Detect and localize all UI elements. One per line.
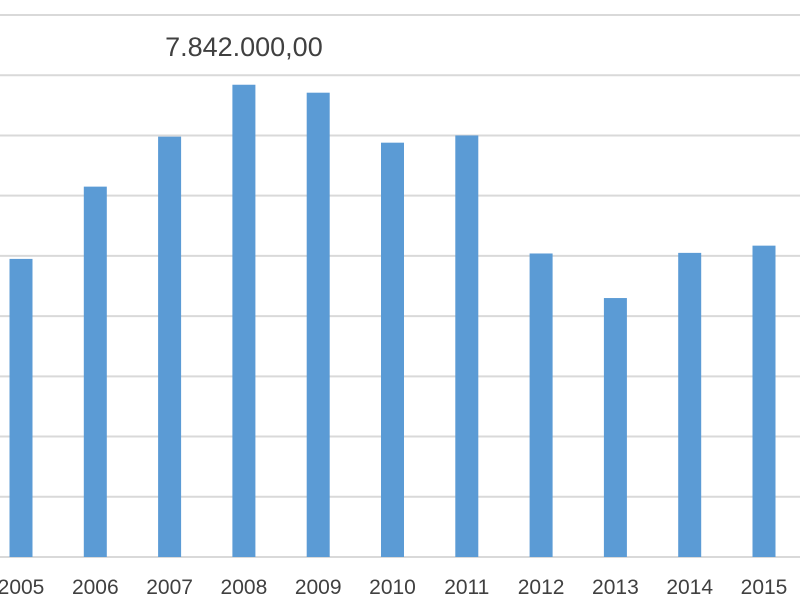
x-tick-label-2015: 2015 — [741, 576, 788, 599]
bar-2010 — [381, 142, 404, 557]
bar-2013 — [603, 298, 627, 557]
bar-2008 — [232, 84, 256, 557]
bar-2011 — [455, 135, 479, 557]
x-tick-label-2007: 2007 — [146, 576, 193, 599]
x-tick-label-2005: 2005 — [0, 576, 44, 599]
x-tick-label-2006: 2006 — [72, 576, 119, 599]
x-tick-label-2012: 2012 — [518, 576, 565, 599]
x-tick-label-2010: 2010 — [369, 576, 416, 599]
x-tick-label-2008: 2008 — [221, 576, 268, 599]
bar-2007 — [158, 136, 182, 557]
x-tick-label-2011: 2011 — [444, 576, 489, 599]
bar-2006 — [83, 186, 107, 557]
x-tick-label-2009: 2009 — [295, 576, 342, 599]
bar-2012 — [529, 253, 553, 558]
bar-2015 — [752, 245, 776, 557]
bar-2005 — [9, 258, 33, 557]
x-axis-tick-labels: 2005 2006 2007 2008 2009 2010 2011 2012 2013 2014… — [0, 576, 787, 599]
bars — [9, 84, 776, 558]
bar-2014 — [678, 252, 702, 557]
data-labels: 7.842.000,00 — [165, 32, 323, 62]
bar-2009 — [306, 92, 330, 557]
x-tick-label-2014: 2014 — [666, 576, 713, 599]
data-label-2008: 7.842.000,00 — [165, 32, 323, 62]
x-tick-label-2013: 2013 — [592, 576, 639, 599]
